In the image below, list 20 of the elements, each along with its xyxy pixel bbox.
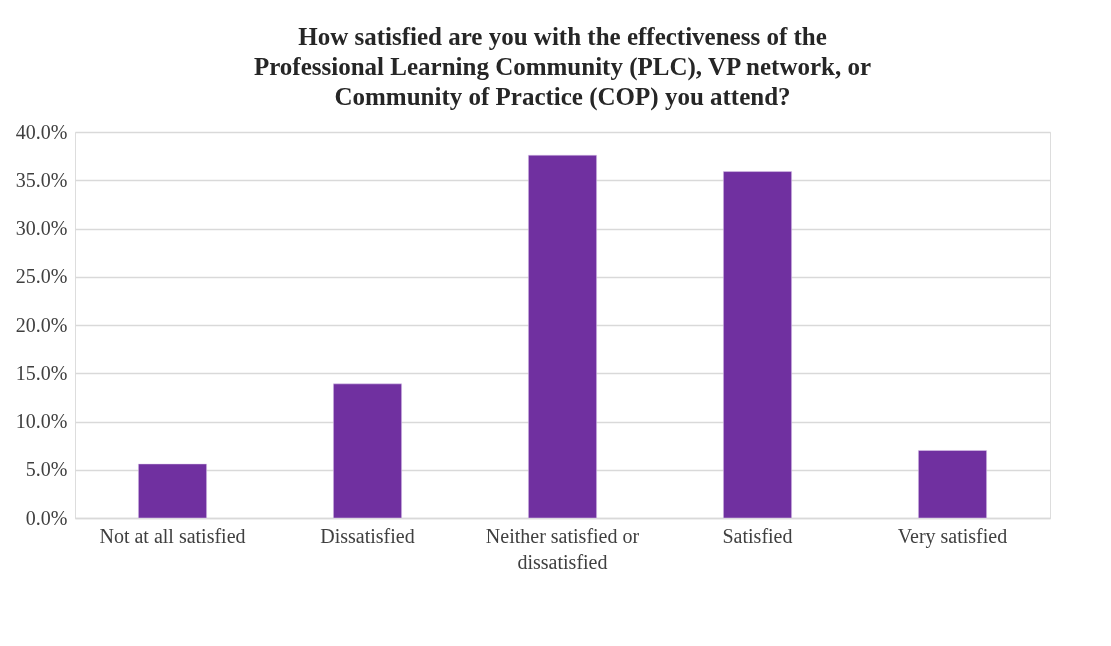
x-tick-label: Dissatisfied: [320, 524, 415, 547]
y-tick-label: 40.0%: [15, 120, 68, 143]
x-tick-label: Very satisfied: [897, 524, 1008, 548]
bar: [918, 450, 987, 519]
bar: [528, 154, 597, 519]
bar: [138, 463, 207, 519]
y-tick-label: 20.0%: [15, 313, 68, 336]
chart-title: How satisfied are you with the effectiveness of the Professional Learning Community (PLC), VP network, or Community of Practice (COP) you attend?: [253, 23, 872, 111]
bar: [723, 171, 792, 519]
y-tick-label: 35.0%: [15, 168, 68, 191]
x-tick-label: Neither satisfied or dissatisfied: [485, 524, 640, 573]
x-tick-label: Satisfied: [722, 524, 793, 547]
x-tick-label: Not at all satisfied: [99, 524, 246, 547]
bar: [333, 383, 402, 519]
y-tick-label: 10.0%: [15, 410, 68, 432]
y-tick-label: 5.0%: [25, 458, 68, 481]
y-tick-label: 30.0%: [15, 217, 68, 239]
y-tick-label: 0.0%: [25, 506, 68, 529]
y-tick-label: 25.0%: [15, 265, 68, 288]
y-tick-label: 15.0%: [15, 361, 68, 384]
